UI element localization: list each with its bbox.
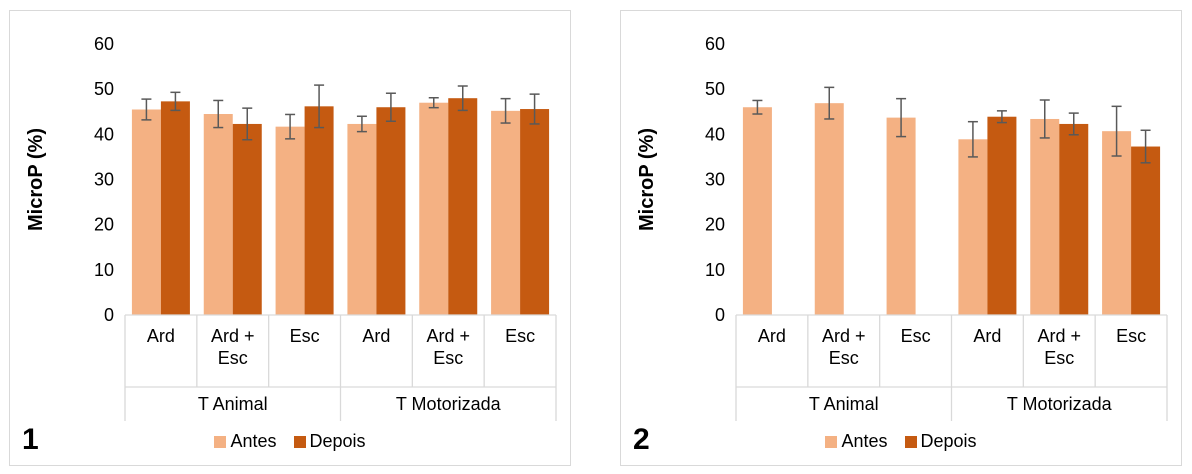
x-tick-label: Ard — [973, 326, 1001, 346]
bar-antes — [203, 114, 233, 315]
legend-label-depois: Depois — [309, 431, 366, 451]
legend: Antes Depois — [621, 431, 1181, 453]
legend-swatch-antes — [825, 435, 838, 448]
legend-item-depois: Depois — [904, 431, 977, 452]
legend-swatch-depois — [904, 435, 917, 448]
x-tick-label: Esc — [505, 326, 535, 346]
panel-label: 1 — [22, 423, 39, 456]
y-axis-label: MicroP (%) — [636, 128, 658, 231]
x-tick-label: Ard + Esc — [211, 326, 255, 368]
x-tick-label: Ard + Esc — [426, 326, 470, 368]
legend: Antes Depois — [10, 431, 570, 453]
bar-depois — [520, 109, 550, 315]
legend-label-depois: Depois — [920, 431, 977, 451]
y-tick-label: 20 — [94, 215, 114, 235]
legend-label-antes: Antes — [841, 431, 888, 451]
x-tick-label: Ard + Esc — [1037, 326, 1081, 368]
legend-item-depois: Depois — [293, 431, 366, 452]
y-axis-label: MicroP (%) — [25, 128, 47, 231]
bar-depois — [304, 106, 334, 315]
bar-antes — [347, 123, 377, 315]
x-tick-label: Ard — [362, 326, 390, 346]
bar-depois — [1059, 123, 1089, 315]
y-tick-label: 50 — [94, 79, 114, 99]
bar-depois — [987, 116, 1017, 316]
bar-depois — [232, 123, 262, 315]
bar-antes — [131, 109, 161, 315]
y-tick-label: 50 — [705, 79, 725, 99]
x-tick-label: Esc — [901, 326, 931, 346]
legend-label-antes: Antes — [230, 431, 277, 451]
y-tick-label: 10 — [94, 260, 114, 280]
y-tick-label: 40 — [94, 124, 114, 144]
y-tick-label: 40 — [705, 124, 725, 144]
x-tick-label: Ard — [758, 326, 786, 346]
y-tick-label: 60 — [705, 34, 725, 54]
bar-chart-1: 0 10 20 30 40 50 60 MicroP (%) Ard Ard + Esc Esc Ard… — [25, 34, 557, 421]
y-tick-label: 10 — [705, 260, 725, 280]
y-tick-label: 0 — [104, 305, 114, 325]
x-tick-label: Ard — [147, 326, 175, 346]
bar-antes — [886, 117, 916, 315]
bar-depois — [376, 107, 406, 315]
x-tick-label: Ard + Esc — [822, 326, 866, 368]
y-tick-label: 0 — [715, 305, 725, 325]
y-tick-label: 60 — [94, 34, 114, 54]
bar-depois — [448, 98, 478, 315]
y-tick-label: 30 — [94, 170, 114, 190]
bar-antes — [814, 103, 844, 315]
legend-swatch-depois — [293, 435, 306, 448]
panel-label: 2 — [633, 423, 650, 456]
legend-swatch-antes — [214, 435, 227, 448]
bar-antes — [491, 110, 521, 315]
bar-depois — [1131, 146, 1161, 315]
chart-panel-1: 0 10 20 30 40 50 60 MicroP (%) Ard Ard + Esc Esc Ard… — [9, 10, 571, 466]
y-tick-label: 30 — [705, 170, 725, 190]
bar-antes — [419, 102, 449, 315]
group-label: T Animal — [809, 394, 879, 414]
bar-antes — [742, 107, 772, 315]
y-tick-label: 20 — [705, 215, 725, 235]
x-tick-label: Esc — [290, 326, 320, 346]
bar-depois — [160, 101, 190, 315]
bar-antes — [1030, 118, 1060, 315]
bar-antes — [958, 139, 988, 315]
group-label: T Motorizada — [1007, 394, 1113, 414]
legend-item-antes: Antes — [214, 431, 276, 452]
group-label: T Animal — [198, 394, 268, 414]
bar-antes — [275, 126, 305, 315]
chart-panel-2: 0 10 20 30 40 50 60 MicroP (%) Ard Ard + Esc Esc Ard… — [620, 10, 1182, 466]
x-tick-label: Esc — [1116, 326, 1146, 346]
group-label: T Motorizada — [396, 394, 502, 414]
bar-chart-2: 0 10 20 30 40 50 60 MicroP (%) Ard Ard + Esc Esc Ard… — [636, 34, 1168, 421]
legend-item-antes: Antes — [825, 431, 887, 452]
bar-antes — [1102, 131, 1132, 315]
